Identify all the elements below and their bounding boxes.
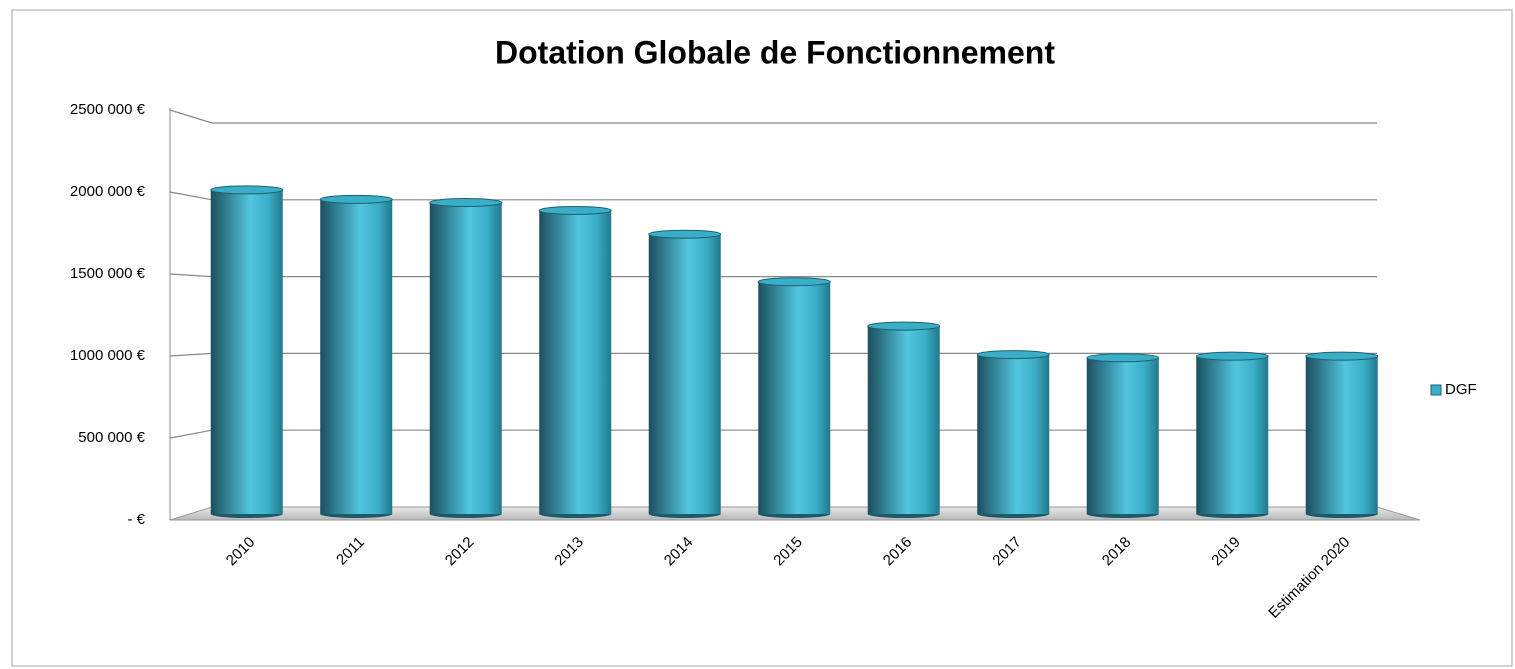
y-tick-label: 1500 000 €: [70, 265, 146, 282]
bar: [320, 199, 393, 515]
bar: [1305, 356, 1378, 514]
grid-line: [169, 109, 1377, 124]
y-tick-label: 2000 000 €: [70, 183, 146, 200]
bar-top: [538, 205, 612, 215]
bar-top: [867, 321, 941, 331]
chart-title: Dotation Globale de Fonctionnement: [495, 34, 1055, 70]
bar-top: [319, 194, 393, 204]
bar: [210, 189, 283, 514]
legend-swatch: [1430, 384, 1442, 396]
y-tick-label: 1000 000 €: [70, 347, 146, 364]
y-tick-label: 500 000 €: [78, 429, 145, 446]
bar-top: [757, 277, 831, 287]
bar-top: [1305, 351, 1379, 361]
bar-top: [976, 350, 1050, 360]
bar: [429, 202, 502, 514]
bar: [539, 210, 612, 514]
bar-top: [648, 229, 722, 239]
bar-top: [429, 198, 503, 208]
bar-top: [1086, 353, 1160, 363]
bar-top: [1195, 351, 1269, 361]
bar: [867, 326, 940, 514]
bar: [758, 281, 831, 514]
legend-label: DGF: [1445, 381, 1477, 398]
bar: [1196, 356, 1269, 514]
bar-top: [210, 185, 284, 195]
y-tick-label: - €: [127, 511, 145, 528]
bar: [1086, 357, 1159, 514]
bar: [977, 354, 1050, 514]
bar: [648, 234, 721, 514]
y-tick-label: 2500 000 €: [70, 101, 146, 118]
